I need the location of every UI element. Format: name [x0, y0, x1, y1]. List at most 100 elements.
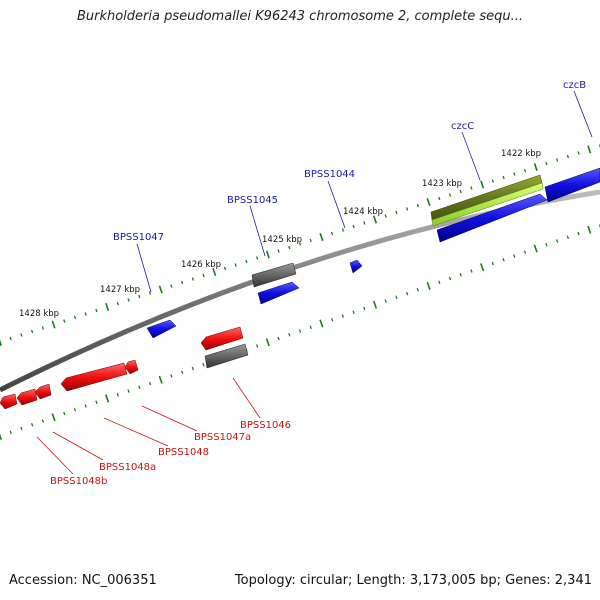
inner-ring-tick — [30, 422, 34, 427]
inner-ring-tick — [416, 287, 420, 292]
gene-label-bpss1047a[interactable]: BPSS1047a — [194, 432, 251, 443]
outer-ring-tick — [105, 302, 110, 312]
outer-ring-tick — [330, 231, 334, 236]
inner-ring-tick — [73, 408, 77, 412]
gene-label-bpss1044[interactable]: BPSS1044 — [304, 169, 355, 180]
leader-bpss1045 — [249, 205, 266, 257]
forward-strand-features — [146, 167, 600, 339]
inner-ring-tick — [180, 370, 184, 375]
outer-ring-tick — [416, 203, 420, 208]
scale-label-1428: 1428 kbp — [19, 309, 59, 319]
outer-ring-tick — [148, 291, 152, 295]
outer-ring-tick — [426, 197, 431, 207]
gene-label-bpss1046[interactable]: BPSS1046 — [240, 420, 291, 431]
genome-backbone — [0, 189, 600, 393]
outer-ring-tick — [116, 301, 120, 306]
leader-bpss1047a — [141, 405, 198, 432]
gene-label-czcb[interactable]: czcB — [563, 80, 586, 91]
outer-ring-tick — [309, 238, 312, 243]
outer-ring-tick — [191, 277, 195, 281]
inner-ring-tick — [41, 419, 45, 423]
gene-label-czcc[interactable]: czcC — [451, 121, 474, 132]
outer-ring-tick — [138, 294, 141, 299]
leader-bpss1048b — [36, 436, 74, 475]
outer-ring-tick — [73, 315, 77, 320]
inner-ring-tick — [116, 392, 120, 397]
outer-ring-tick — [470, 186, 473, 190]
scale-label-1423: 1423 kbp — [422, 179, 462, 189]
leader-bpss1048a — [52, 431, 104, 461]
inner-ring-tick — [448, 276, 452, 281]
gene-arrow-bpss1048a[interactable] — [34, 383, 52, 400]
outer-ring-tick — [158, 285, 163, 294]
genome-stats-text: Topology: circular; Length: 3,173,005 bp… — [234, 573, 592, 588]
gene-arrow-czcc[interactable] — [436, 193, 548, 243]
outer-ring-tick — [288, 245, 291, 250]
inner-ring-tick — [105, 394, 110, 403]
scale-label-1425: 1425 kbp — [262, 235, 302, 245]
gene-label-bpss1048a[interactable]: BPSS1048a — [99, 462, 156, 473]
gene-arrow-bpss1047a[interactable] — [124, 359, 139, 375]
outer-ring-tick — [533, 162, 538, 172]
inner-ring-tick — [513, 254, 516, 258]
outer-ring-tick — [127, 298, 130, 302]
inner-ring-tick — [84, 404, 87, 408]
inner-ring-tick — [9, 430, 12, 434]
outer-ring-tick — [298, 242, 302, 246]
inner-ring-tick — [363, 306, 366, 311]
outer-ring-tick — [523, 168, 527, 173]
gene-arrow-czcb[interactable] — [544, 167, 600, 203]
inner-ring-tick — [170, 374, 173, 378]
other-feature-gray-1[interactable] — [251, 262, 297, 288]
outer-ring-tick — [480, 180, 485, 189]
outer-tick-ring — [0, 144, 600, 347]
inner-ring-tick — [470, 269, 473, 273]
outer-ring-tick — [319, 232, 324, 242]
inner-ring-tick — [127, 389, 130, 393]
gene-arrow-bpss1045[interactable] — [257, 281, 300, 305]
outer-ring-tick — [63, 319, 66, 323]
gene-label-bpss1048[interactable]: BPSS1048 — [158, 447, 209, 458]
gene-label-bpss1045[interactable]: BPSS1045 — [227, 195, 278, 206]
inner-ring-tick — [277, 336, 280, 341]
gene-label-bpss1047[interactable]: BPSS1047 — [113, 232, 164, 243]
scale-label-1422: 1422 kbp — [501, 149, 541, 159]
inner-ring-tick — [577, 231, 580, 236]
inner-tick-ring — [0, 224, 600, 441]
gene-arrow-bpss1044[interactable] — [349, 259, 363, 274]
outer-ring-tick — [212, 267, 217, 277]
inner-ring-tick — [319, 319, 324, 328]
leader-bpss1044 — [327, 180, 346, 229]
gene-arrow-bpss1047[interactable] — [146, 319, 177, 339]
inner-ring-tick — [352, 310, 355, 315]
inner-ring-tick — [158, 375, 163, 384]
outer-ring-tick — [223, 266, 227, 271]
gene-arrow-bpss1049[interactable] — [0, 393, 18, 410]
outer-ring-tick — [587, 145, 592, 154]
gene-label-bpss1048b[interactable]: BPSS1048b — [50, 476, 107, 487]
inner-ring-tick — [491, 261, 495, 266]
leader-czcc — [461, 131, 481, 181]
inner-ring-tick — [438, 280, 441, 284]
highlight-feature-lime[interactable] — [431, 182, 544, 227]
inner-ring-tick — [63, 411, 66, 416]
outer-ring-tick — [448, 193, 452, 197]
inner-ring-tick — [384, 299, 387, 303]
outer-ring-tick — [202, 273, 205, 278]
outer-ring-tick — [255, 256, 259, 260]
gene-arrow-bpss1048b[interactable] — [16, 388, 38, 406]
outer-ring-tick — [491, 179, 495, 183]
accession-text: Accession: NC_006351 — [9, 573, 157, 588]
outer-ring-tick — [352, 224, 355, 229]
gene-arrow-bpss1048[interactable] — [60, 362, 128, 392]
scale-label-1426: 1426 kbp — [181, 260, 221, 270]
outer-ring-tick — [234, 263, 237, 267]
inner-ring-tick — [191, 366, 195, 371]
outer-ring-tick — [545, 161, 548, 166]
outer-ring-tick — [373, 215, 377, 224]
gene-arrow-bpss1046[interactable] — [200, 326, 244, 351]
other-feature-gray-2[interactable] — [204, 343, 249, 369]
inner-ring-tick — [0, 433, 3, 441]
leader-czcb — [573, 90, 593, 138]
